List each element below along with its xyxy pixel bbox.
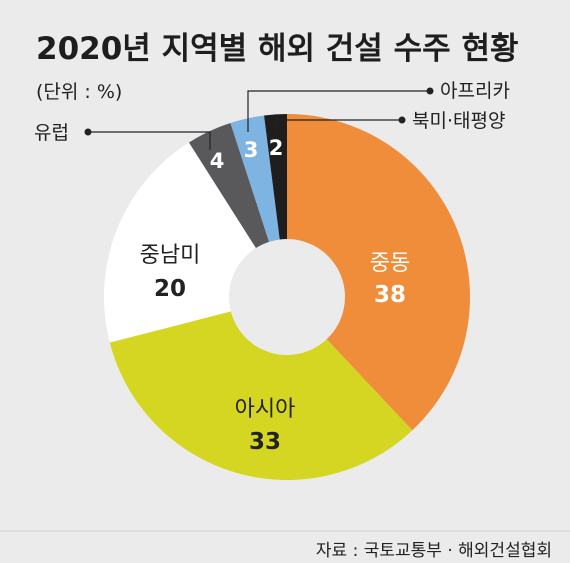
slice-label-middle-east: 중동: [370, 251, 410, 276]
leader-line-africa: [247, 90, 430, 132]
pie-slice-africa: [230, 115, 280, 242]
source-note: 자료 : 국토교통부 · 해외건설협회: [316, 541, 552, 561]
leader-dot-europe: [84, 128, 92, 136]
pie-slices: [103, 114, 470, 481]
unit-label: (단위 : %): [36, 81, 122, 103]
pie-slice-middle-east: [287, 114, 470, 431]
slice-value-north-america: 2: [269, 136, 284, 160]
pie-slice-latin-america: [103, 142, 256, 343]
leader-line-europe: [88, 131, 211, 150]
leader-dot-north-america: [398, 116, 406, 124]
external-label-europe: 유럽: [34, 122, 69, 144]
slice-value-africa: 3: [244, 138, 259, 162]
external-label-north-america: 북미·태평양: [412, 110, 505, 132]
chart-title: 2020년 지역별 해외 건설 수주 현황: [36, 31, 518, 67]
slice-label-asia: 아시아: [235, 397, 296, 422]
pie-slice-north-america: [264, 114, 287, 240]
pie-slice-asia: [109, 311, 413, 481]
pie-slice-europe: [188, 122, 270, 249]
slice-label-latin-america: 중남미: [140, 243, 201, 268]
external-label-africa: 아프리카: [440, 80, 510, 102]
slice-value-asia: 33: [249, 429, 281, 455]
leader-lines: [84, 87, 434, 150]
slice-value-middle-east: 38: [374, 282, 406, 308]
slice-value-latin-america: 20: [154, 276, 186, 302]
leader-line-north-america: [275, 119, 402, 132]
slice-value-europe: 4: [210, 149, 225, 173]
leader-dot-africa: [426, 87, 434, 95]
